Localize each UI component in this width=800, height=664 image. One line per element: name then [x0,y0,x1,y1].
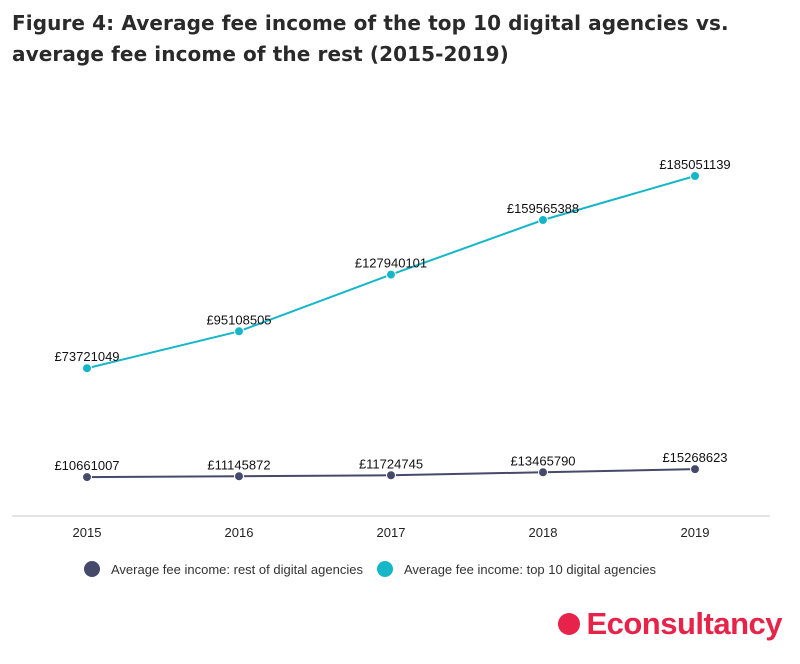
econsultancy-logo: Econsultancy [558,606,782,642]
x-tick-label-2016: 2016 [225,525,254,540]
data-point-1-2019[interactable] [690,171,700,181]
logo-dot-icon [558,613,581,635]
data-label-0-2019: £15268623 [662,450,727,465]
legend-item-rest[interactable]: Average fee income: rest of digital agen… [84,561,363,577]
data-point-1-2017[interactable] [386,269,396,280]
data-point-0-2019[interactable] [690,464,700,475]
data-point-0-2017[interactable] [386,470,396,481]
series-group [82,171,700,483]
data-point-0-2018[interactable] [538,467,548,478]
data-label-0-2016: £11145872 [207,457,270,472]
legend-label-top10: Average fee income: top 10 digital agenc… [403,561,656,577]
data-label-1-2017: £127940101 [355,256,427,271]
legend-marker-rest [84,561,100,577]
data-label-0-2015: £10661007 [54,458,119,473]
data-label-1-2018: £159565388 [507,201,579,216]
x-tick-label-2018: 2018 [529,525,558,540]
legend-marker-top10 [376,561,393,577]
logo-text: Econsultancy [586,606,782,641]
data-point-0-2016[interactable] [234,471,244,482]
data-label-0-2017: £11724745 [359,456,423,471]
legend-label-rest: Average fee income: rest of digital agen… [111,561,363,577]
data-point-1-2015[interactable] [82,363,92,374]
x-tick-labels: 2015 2016 2017 2018 2019 [73,525,710,540]
data-labels: £10661007 £11145872 £11724745 £13465790 £152… [54,157,730,473]
data-label-1-2015: £73721049 [54,349,119,364]
x-tick-label-2015: 2015 [73,525,102,540]
data-point-0-2015[interactable] [82,472,92,483]
x-tick-label-2019: 2019 [681,525,710,540]
data-label-1-2019: £185051139 [659,157,730,172]
chart-title: Figure 4: Average fee income of the top … [12,11,729,66]
data-label-1-2016: £95108505 [206,312,271,327]
legend: Average fee income: rest of digital agen… [84,561,670,577]
legend-item-top10[interactable]: Average fee income: top 10 digital agenc… [376,561,656,577]
data-point-1-2016[interactable] [234,326,244,337]
x-tick-label-2017: 2017 [377,525,406,540]
data-point-1-2018[interactable] [538,215,548,226]
data-label-0-2018: £13465790 [510,453,575,468]
